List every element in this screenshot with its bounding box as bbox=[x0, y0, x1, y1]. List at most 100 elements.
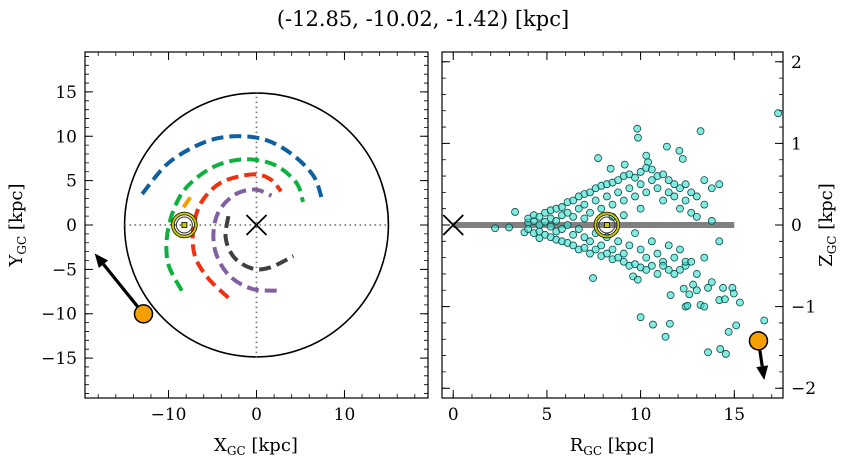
y-axis-label: YGC [kpc] bbox=[6, 184, 29, 268]
scatter-point bbox=[670, 270, 679, 278]
scatter-point bbox=[647, 165, 656, 174]
scatter-point bbox=[653, 270, 662, 278]
x-axis-label: XGC [kpc] bbox=[214, 435, 298, 458]
scatter-point bbox=[606, 164, 615, 173]
orbit-arc bbox=[181, 194, 194, 209]
scatter-point bbox=[602, 249, 611, 258]
orbit-arc bbox=[223, 215, 295, 272]
scatter-point bbox=[687, 257, 696, 266]
scatter-point bbox=[692, 192, 701, 201]
scatter-point bbox=[736, 298, 744, 307]
scatter-point bbox=[642, 188, 651, 197]
scatter-point bbox=[700, 200, 709, 209]
scatter-point bbox=[589, 274, 597, 282]
scatter-point bbox=[716, 345, 725, 353]
scatter-point bbox=[619, 257, 628, 266]
y-tick-label: 0 bbox=[66, 216, 77, 236]
scatter-point bbox=[580, 243, 589, 252]
scatter-point bbox=[647, 237, 656, 246]
scatter-point bbox=[683, 301, 692, 310]
scatter-point bbox=[619, 196, 628, 205]
scatter-point bbox=[676, 184, 684, 193]
scatter-point bbox=[608, 200, 617, 209]
scatter-point bbox=[662, 142, 671, 151]
scatter-point bbox=[580, 214, 589, 223]
scatter-point bbox=[700, 253, 709, 262]
scatter-point bbox=[505, 223, 513, 232]
scatter-point bbox=[569, 196, 578, 205]
scatter-point bbox=[649, 320, 657, 329]
y-tick-label: 0 bbox=[791, 216, 802, 236]
scatter-point bbox=[687, 188, 696, 197]
scatter-point bbox=[586, 208, 594, 217]
scatter-point bbox=[670, 180, 679, 189]
scatter-point bbox=[586, 188, 594, 197]
center-x-marker bbox=[245, 214, 268, 236]
scatter-point bbox=[665, 319, 674, 328]
scatter-point bbox=[692, 212, 701, 221]
center-x-marker bbox=[442, 214, 464, 236]
scatter-point bbox=[535, 212, 544, 221]
y-tick-label: 1 bbox=[791, 134, 802, 154]
sun-marker-center bbox=[181, 222, 188, 228]
scatter-point bbox=[619, 249, 628, 258]
scatter-point bbox=[524, 225, 533, 233]
scatter-point bbox=[586, 249, 594, 258]
scatter-point bbox=[636, 245, 645, 254]
scatter-point bbox=[558, 203, 566, 211]
scatter-point bbox=[670, 192, 679, 201]
scatter-point bbox=[707, 278, 716, 287]
scatter-point bbox=[631, 229, 639, 238]
x-axis-label: RGC [kpc] bbox=[570, 435, 655, 458]
scatter-point bbox=[614, 176, 623, 185]
scatter-point bbox=[687, 208, 696, 217]
right-panel-rz: 0 5 10 15 −2 −1 0 1 2 RGC [kpc] ZGC [kpc] bbox=[441, 51, 839, 458]
scatter-point bbox=[636, 168, 645, 176]
scatter-point bbox=[685, 290, 694, 299]
scatter-point bbox=[676, 265, 684, 274]
scatter-point bbox=[675, 146, 684, 155]
scatter-point bbox=[552, 217, 561, 225]
object-marker bbox=[748, 331, 769, 351]
scatter-point bbox=[678, 155, 687, 163]
velocity-arrow-shaft bbox=[102, 263, 145, 315]
scatter-point bbox=[704, 283, 712, 292]
object-marker bbox=[133, 304, 154, 324]
figure-title: (-12.85, -10.02, -1.42) [kpc] bbox=[277, 7, 569, 31]
left-panel-xy: −10 0 10 −15 −10 −5 0 5 10 15 XGC [kpc] YGC [kpc] bbox=[6, 51, 429, 458]
axes-frame bbox=[84, 51, 429, 399]
scatter-point bbox=[631, 173, 639, 182]
scatter-point bbox=[591, 245, 600, 254]
scatter-point bbox=[602, 192, 611, 201]
sun-marker-center bbox=[603, 222, 610, 228]
scatter-point bbox=[653, 184, 662, 193]
scatter-point bbox=[574, 204, 583, 213]
scatter-point bbox=[574, 225, 583, 233]
scatter-point bbox=[676, 245, 684, 254]
sun-marker-ring bbox=[171, 212, 197, 238]
scatter-point bbox=[647, 261, 656, 270]
scatter-point bbox=[664, 265, 673, 274]
scatter-point bbox=[491, 224, 499, 233]
scatter-point bbox=[670, 253, 679, 262]
scatter-point bbox=[760, 316, 769, 325]
scatter-point bbox=[594, 154, 602, 162]
scatter-point bbox=[620, 160, 629, 169]
scatter-point bbox=[676, 204, 684, 213]
scatter-point bbox=[636, 180, 645, 189]
scatter-point bbox=[614, 253, 623, 262]
scatter-point bbox=[546, 222, 555, 231]
scatter-point bbox=[661, 332, 670, 341]
scatter-point bbox=[719, 283, 727, 292]
scatter-point bbox=[569, 212, 578, 221]
x-tick-label: 10 bbox=[630, 405, 652, 425]
y-tick-label: 2 bbox=[791, 53, 802, 73]
scatter-point bbox=[704, 348, 712, 357]
scatter-point bbox=[614, 237, 623, 246]
scatter-point bbox=[586, 237, 594, 246]
scatter-point bbox=[689, 280, 697, 289]
x-tick-label: −10 bbox=[151, 405, 187, 425]
scatter-point bbox=[614, 188, 623, 197]
sun-marker-inner-ring bbox=[598, 216, 616, 234]
scatter-point bbox=[591, 196, 600, 205]
